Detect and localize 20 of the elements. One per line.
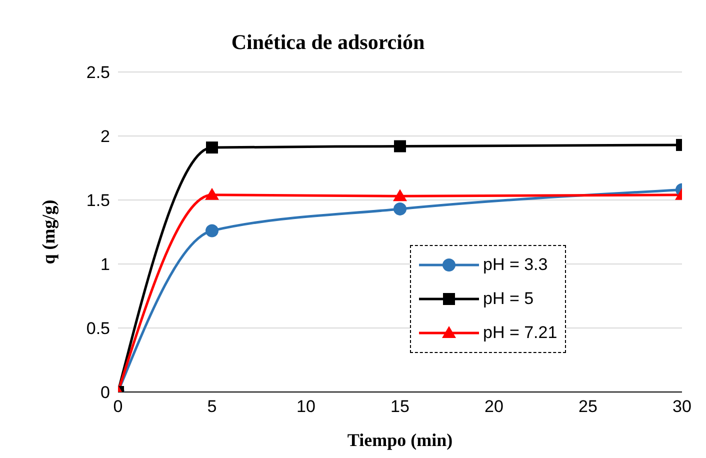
x-tick-label: 30 bbox=[672, 397, 692, 416]
x-tick-label: 5 bbox=[207, 397, 217, 416]
x-axis-title: Tiempo (min) bbox=[347, 430, 453, 450]
x-tick-label: 25 bbox=[578, 397, 598, 416]
y-tick-label: 0 bbox=[100, 383, 110, 402]
point bbox=[394, 202, 406, 216]
y-tick-label: 1 bbox=[100, 255, 110, 274]
x-tick-label: 15 bbox=[390, 397, 410, 416]
chart-title: Cinética de adsorción bbox=[230, 30, 426, 55]
x-tick-label: 10 bbox=[296, 397, 316, 416]
legend-label: pH = 7.21 bbox=[483, 323, 558, 343]
y-tick-label: 2.5 bbox=[86, 63, 110, 82]
legend-label: pH = 5 bbox=[483, 289, 534, 309]
y-tick-label: 1.5 bbox=[86, 191, 110, 210]
x-tick-label: 0 bbox=[113, 397, 123, 416]
x-tick-label: 20 bbox=[484, 397, 504, 416]
y-axis-title: q (mg/g) bbox=[38, 200, 58, 264]
legend-label: pH = 3.3 bbox=[483, 255, 548, 275]
y-tick-label: 2 bbox=[100, 127, 110, 146]
y-tick-label: 0.5 bbox=[86, 319, 110, 338]
